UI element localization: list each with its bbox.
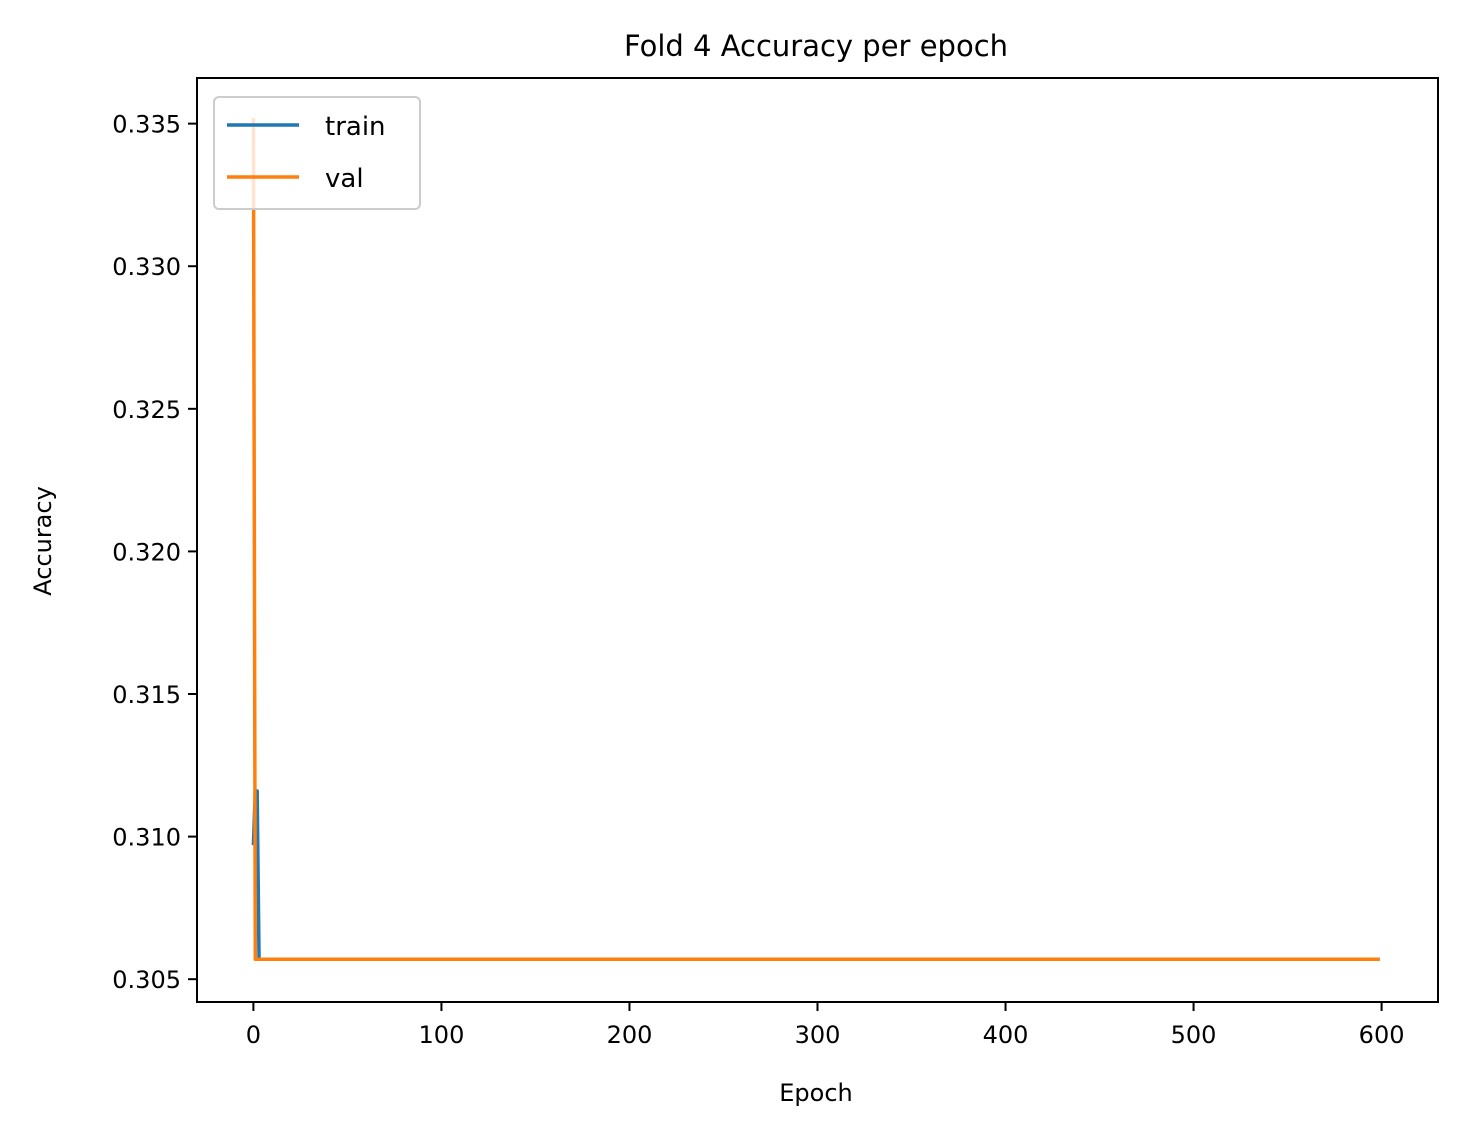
y-tick-label: 0.330 — [112, 253, 181, 281]
x-tick-label: 600 — [1359, 1021, 1405, 1049]
x-tick-label: 100 — [419, 1021, 465, 1049]
legend-label-val: val — [325, 164, 364, 194]
y-tick-label: 0.335 — [112, 111, 181, 139]
y-tick-label: 0.325 — [112, 396, 181, 424]
y-axis: 0.305 0.310 0.315 0.320 0.325 0.330 0.335 — [112, 111, 197, 994]
x-tick-label: 0 — [246, 1021, 261, 1049]
y-tick-label: 0.305 — [112, 966, 181, 994]
y-axis-label: Accuracy — [29, 486, 57, 596]
y-tick-label: 0.310 — [112, 824, 181, 852]
series-line-val — [251, 117, 1380, 961]
y-tick-label: 0.320 — [112, 538, 181, 566]
series-layer — [251, 117, 1380, 961]
x-tick-label: 500 — [1171, 1021, 1217, 1049]
y-tick-label: 0.315 — [112, 681, 181, 709]
x-tick-label: 300 — [795, 1021, 841, 1049]
chart-title: Fold 4 Accuracy per epoch — [624, 29, 1008, 63]
legend: train val — [213, 96, 421, 210]
legend-box — [213, 96, 421, 210]
legend-label-train: train — [325, 112, 386, 142]
x-tick-label: 200 — [607, 1021, 653, 1049]
x-tick-label: 400 — [983, 1021, 1029, 1049]
x-axis-label: Epoch — [779, 1079, 853, 1107]
x-axis: 0 100 200 300 400 500 600 — [246, 1002, 1405, 1049]
